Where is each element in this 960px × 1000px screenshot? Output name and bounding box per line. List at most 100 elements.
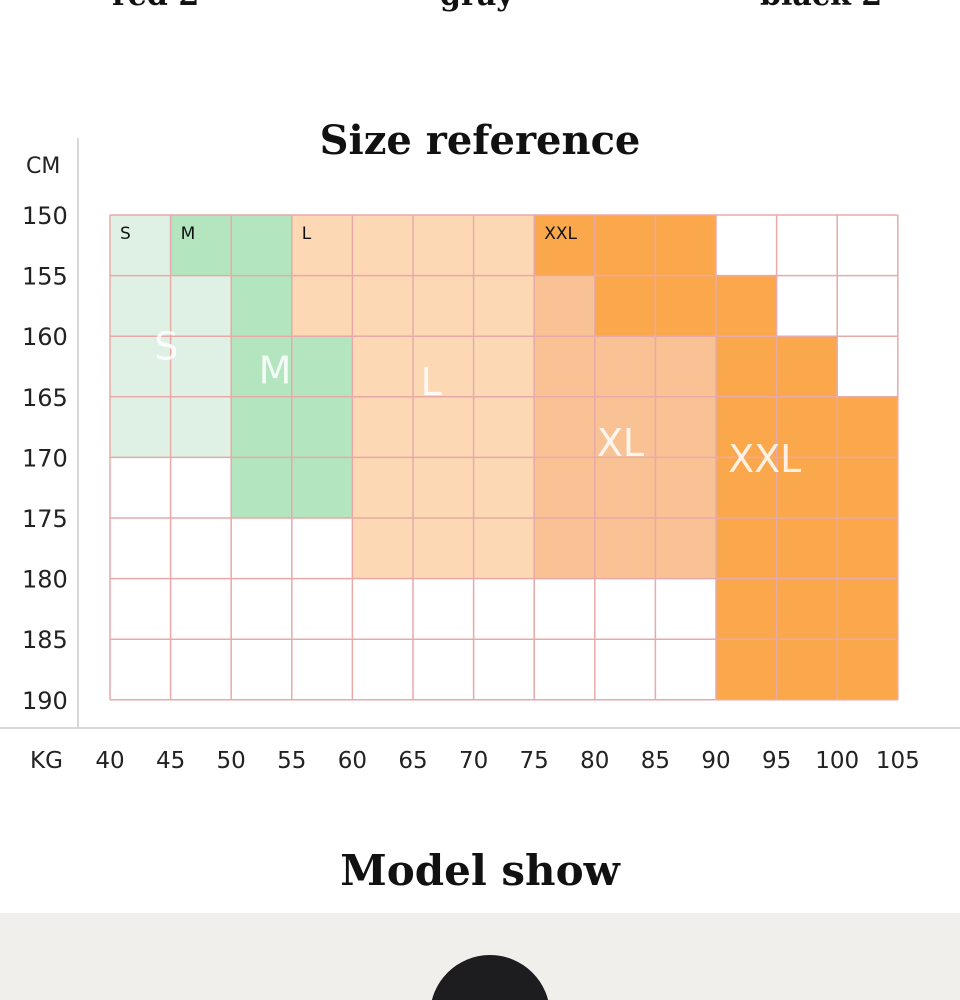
caption-red: red 2 [112, 0, 199, 13]
cell-l [413, 396, 474, 458]
cell-m [291, 336, 353, 397]
cell-l [413, 518, 474, 579]
size-reference-title: Size reference [319, 117, 641, 164]
x-tick-label: 45 [156, 748, 185, 774]
cell-empty [534, 639, 595, 700]
cell-empty [473, 578, 535, 640]
cell-xl [594, 457, 656, 518]
legend-label-m: M [181, 224, 196, 244]
cell-empty [776, 215, 838, 276]
x-tick-label: 60 [338, 748, 367, 774]
chart-grid [109, 214, 899, 701]
region-label-l: L [421, 360, 442, 404]
cell-xxl [776, 518, 838, 579]
x-tick-label: 85 [641, 748, 670, 774]
cell-m [170, 215, 232, 276]
cell-xxl [716, 396, 777, 458]
cell-empty [170, 639, 232, 700]
cell-xxl [776, 639, 838, 700]
cell-l [413, 336, 474, 397]
cell-xxl [594, 215, 656, 276]
cell-xxl [716, 457, 777, 518]
cell-xxl [716, 275, 777, 337]
cell-xl [655, 518, 716, 579]
cell-empty [291, 639, 353, 700]
cell-m [291, 396, 353, 458]
cell-xl [655, 396, 716, 458]
cell-empty [110, 578, 171, 640]
x-tick-label: 90 [701, 748, 730, 774]
model-show-title: Model show [340, 846, 620, 895]
cell-xxl [594, 275, 656, 337]
cell-empty [776, 275, 838, 337]
cell-l [352, 215, 413, 276]
chart-axes [0, 138, 960, 729]
x-tick-label: 80 [580, 748, 609, 774]
cell-xl [534, 336, 595, 397]
y-tick-label: 155 [22, 263, 68, 291]
cell-xxl [716, 578, 777, 640]
cell-xl [534, 518, 595, 579]
cell-xl [594, 396, 656, 458]
cell-empty [837, 336, 898, 397]
legend-label-l: L [302, 224, 312, 244]
cell-empty [594, 639, 656, 700]
cell-xxl [776, 457, 838, 518]
model-hair [430, 955, 550, 1000]
cell-l [473, 457, 535, 518]
model-photo [0, 913, 960, 1000]
cell-l [473, 275, 535, 337]
cell-s [170, 336, 232, 397]
cell-m [231, 336, 292, 397]
cell-s [170, 396, 232, 458]
cell-empty [413, 639, 474, 700]
cell-empty [231, 578, 292, 640]
y-tick-label: 150 [22, 202, 68, 230]
y-tick-label: 190 [22, 687, 68, 715]
region-label-xxl: XXL [728, 437, 801, 481]
chart-cells [110, 215, 898, 700]
cell-l [413, 275, 474, 337]
chart-labels: CM 150 155 160 165 170 175 180 185 190 KG 40 45 50 55 6… [22, 154, 920, 774]
cell-empty [352, 578, 413, 640]
cell-xxl [776, 578, 838, 640]
cell-xxl [776, 396, 838, 458]
x-tick-label: 95 [762, 748, 791, 774]
cell-empty [110, 518, 171, 579]
cell-l [291, 275, 353, 337]
cell-xxl [655, 215, 716, 276]
cell-xxl [534, 215, 595, 276]
cell-empty [655, 639, 716, 700]
region-label-m: M [259, 349, 292, 393]
cell-xl [594, 336, 656, 397]
cell-l [473, 396, 535, 458]
cell-empty [291, 518, 353, 579]
x-axis-label: KG [30, 748, 63, 774]
legend-label-s: S [120, 224, 131, 244]
cell-xxl [837, 578, 898, 640]
cell-empty [534, 578, 595, 640]
y-axis-label: CM [26, 154, 60, 179]
x-tick-label: 75 [520, 748, 549, 774]
cell-s [110, 215, 171, 276]
region-label-s: S [154, 325, 178, 369]
cell-l [352, 518, 413, 579]
cell-xxl [716, 518, 777, 579]
cell-m [231, 275, 292, 337]
cell-empty [716, 215, 777, 276]
cell-xl [534, 396, 595, 458]
cell-empty [837, 275, 898, 337]
cell-l [473, 518, 535, 579]
x-tick-label: 50 [217, 748, 246, 774]
cell-empty [837, 215, 898, 276]
size-chart: CM 150 155 160 165 170 175 180 185 190 KG 40 45 50 55 6… [0, 138, 960, 774]
cell-xxl [776, 336, 838, 397]
cell-l [352, 396, 413, 458]
cell-xxl [716, 336, 777, 397]
cell-xl [655, 336, 716, 397]
cell-xxl [655, 275, 716, 337]
cell-xxl [837, 639, 898, 700]
caption-gray: gray [440, 0, 514, 13]
cell-l [413, 215, 474, 276]
cell-s [110, 336, 171, 397]
